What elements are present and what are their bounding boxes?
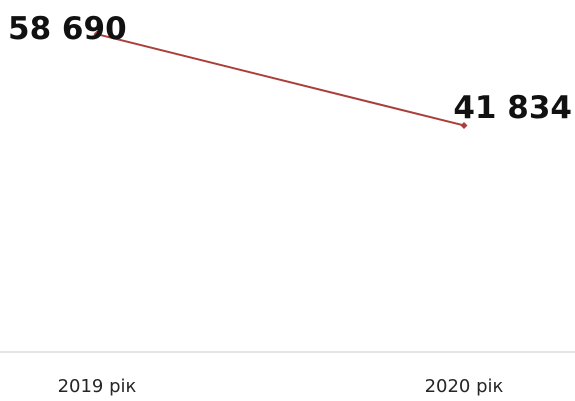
data-labels-layer: 58 690 41 834 <box>8 11 572 126</box>
data-point-marker <box>460 121 468 129</box>
x-tick-labels-layer: 2019 рік 2020 рік <box>58 376 504 397</box>
x-tick-label: 2020 рік <box>425 376 504 397</box>
x-tick-label: 2019 рік <box>58 376 137 397</box>
series-layer <box>93 30 468 129</box>
series-line <box>96 33 465 127</box>
data-label: 58 690 <box>8 11 127 47</box>
data-point-marker <box>93 30 101 38</box>
data-label: 41 834 <box>453 90 572 126</box>
